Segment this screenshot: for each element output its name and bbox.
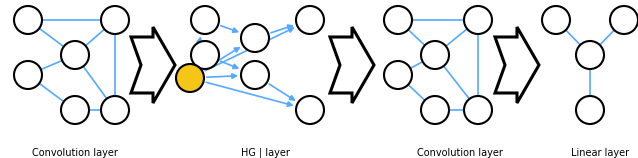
Circle shape (464, 96, 492, 124)
Circle shape (296, 96, 324, 124)
Circle shape (576, 96, 604, 124)
Circle shape (421, 96, 449, 124)
Circle shape (296, 6, 324, 34)
Text: Linear layer: Linear layer (571, 148, 629, 158)
Circle shape (191, 6, 219, 34)
Circle shape (101, 6, 129, 34)
Circle shape (14, 61, 42, 89)
Polygon shape (330, 27, 374, 103)
Circle shape (61, 41, 89, 69)
Circle shape (384, 61, 412, 89)
Polygon shape (495, 27, 539, 103)
Text: Convolution layer: Convolution layer (32, 148, 118, 158)
Circle shape (241, 24, 269, 52)
Circle shape (610, 6, 638, 34)
Circle shape (241, 61, 269, 89)
Circle shape (384, 6, 412, 34)
Text: HG | layer: HG | layer (241, 148, 290, 158)
Circle shape (101, 96, 129, 124)
Polygon shape (131, 27, 175, 103)
Circle shape (191, 41, 219, 69)
Text: Convolution layer: Convolution layer (417, 148, 503, 158)
Circle shape (542, 6, 570, 34)
Circle shape (421, 41, 449, 69)
Circle shape (61, 96, 89, 124)
Circle shape (576, 41, 604, 69)
Circle shape (464, 6, 492, 34)
Circle shape (14, 6, 42, 34)
Circle shape (176, 64, 204, 92)
